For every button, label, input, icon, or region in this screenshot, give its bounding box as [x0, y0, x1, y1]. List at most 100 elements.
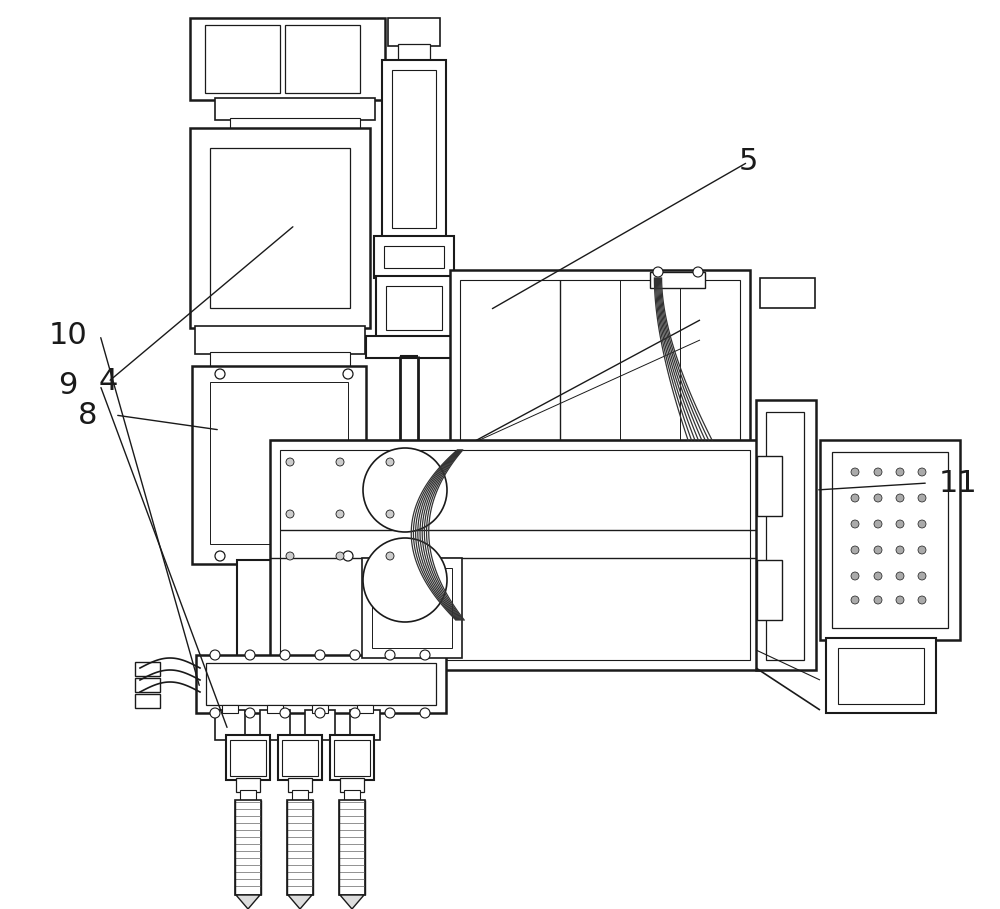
- Circle shape: [918, 468, 926, 476]
- Circle shape: [851, 546, 859, 554]
- Bar: [382, 60, 446, 238]
- Circle shape: [350, 708, 360, 718]
- Bar: [305, 710, 335, 740]
- Bar: [230, 740, 266, 776]
- Circle shape: [918, 520, 926, 528]
- Bar: [344, 790, 360, 800]
- Circle shape: [851, 572, 859, 580]
- Circle shape: [245, 708, 255, 718]
- Bar: [210, 382, 348, 544]
- Circle shape: [315, 708, 325, 718]
- Polygon shape: [340, 895, 364, 909]
- Bar: [226, 735, 270, 780]
- Circle shape: [280, 650, 290, 660]
- Circle shape: [918, 494, 926, 502]
- Bar: [756, 400, 816, 670]
- Circle shape: [874, 520, 882, 528]
- Bar: [195, 326, 365, 354]
- Bar: [366, 336, 462, 358]
- Circle shape: [420, 650, 430, 660]
- Bar: [240, 790, 256, 800]
- Bar: [260, 710, 290, 740]
- Circle shape: [851, 596, 859, 604]
- Circle shape: [386, 552, 394, 560]
- Bar: [210, 352, 350, 368]
- Circle shape: [420, 708, 430, 718]
- Bar: [135, 694, 160, 708]
- Bar: [285, 25, 360, 93]
- Bar: [460, 280, 740, 442]
- Bar: [384, 246, 444, 268]
- Text: 5: 5: [738, 147, 758, 176]
- Bar: [820, 440, 960, 640]
- Bar: [222, 705, 238, 713]
- Bar: [282, 740, 318, 776]
- Bar: [832, 452, 948, 628]
- Circle shape: [280, 708, 290, 718]
- Circle shape: [851, 468, 859, 476]
- Circle shape: [918, 572, 926, 580]
- Circle shape: [210, 650, 220, 660]
- Bar: [388, 18, 440, 46]
- Bar: [247, 656, 317, 668]
- Bar: [237, 560, 327, 660]
- Bar: [362, 558, 462, 658]
- Bar: [270, 440, 760, 670]
- Circle shape: [896, 572, 904, 580]
- Bar: [230, 118, 360, 130]
- Circle shape: [363, 448, 447, 532]
- Bar: [330, 735, 374, 780]
- Bar: [838, 648, 924, 704]
- Circle shape: [343, 551, 353, 561]
- Circle shape: [336, 552, 344, 560]
- Bar: [386, 286, 442, 330]
- Bar: [757, 560, 782, 620]
- Bar: [287, 800, 313, 895]
- Bar: [372, 568, 452, 648]
- Bar: [235, 800, 261, 895]
- Circle shape: [896, 546, 904, 554]
- Text: 10: 10: [49, 321, 87, 349]
- Circle shape: [918, 596, 926, 604]
- Bar: [650, 272, 705, 288]
- Bar: [267, 705, 283, 713]
- Bar: [196, 655, 446, 713]
- Circle shape: [286, 458, 294, 466]
- Bar: [350, 710, 380, 740]
- Circle shape: [874, 572, 882, 580]
- Bar: [135, 678, 160, 692]
- Bar: [357, 705, 373, 713]
- Circle shape: [215, 551, 225, 561]
- Circle shape: [385, 650, 395, 660]
- Bar: [190, 18, 385, 100]
- Circle shape: [874, 546, 882, 554]
- Bar: [215, 710, 245, 740]
- Bar: [398, 44, 430, 62]
- Bar: [190, 128, 370, 328]
- Circle shape: [851, 520, 859, 528]
- Bar: [236, 778, 260, 792]
- Text: 8: 8: [78, 401, 98, 429]
- Bar: [392, 70, 436, 228]
- Text: 4: 4: [98, 367, 118, 396]
- Bar: [826, 638, 936, 713]
- Bar: [206, 663, 436, 705]
- Circle shape: [874, 596, 882, 604]
- Circle shape: [653, 267, 663, 277]
- Circle shape: [896, 494, 904, 502]
- Bar: [340, 778, 364, 792]
- Bar: [288, 778, 312, 792]
- Bar: [339, 800, 365, 895]
- Bar: [280, 450, 750, 660]
- Bar: [192, 366, 366, 564]
- Circle shape: [896, 520, 904, 528]
- Circle shape: [336, 458, 344, 466]
- Circle shape: [385, 708, 395, 718]
- Circle shape: [363, 538, 447, 622]
- Bar: [766, 412, 804, 660]
- Polygon shape: [288, 895, 312, 909]
- Circle shape: [210, 708, 220, 718]
- Bar: [757, 456, 782, 516]
- Circle shape: [874, 494, 882, 502]
- Circle shape: [286, 552, 294, 560]
